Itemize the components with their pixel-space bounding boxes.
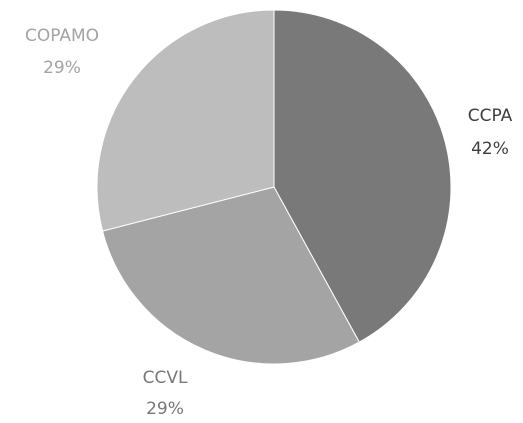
pie-slices: [96, 9, 452, 365]
slice-percent-ccpa: 42%: [471, 139, 509, 159]
slice-percent-copamo: 29%: [43, 58, 81, 78]
slice-label-ccpa: CCPA: [468, 106, 513, 126]
pie-slice-copamo: [96, 9, 275, 232]
slice-labels: CCPA 42% CCVL 29% COPAMO 29%: [25, 26, 513, 419]
slice-percent-ccvl: 29%: [146, 399, 184, 419]
slice-label-ccvl: CCVL: [143, 368, 188, 388]
pie-slice-ccvl: [101, 186, 360, 365]
slice-label-copamo: COPAMO: [25, 26, 99, 46]
pie-slice-ccpa: [273, 9, 452, 343]
